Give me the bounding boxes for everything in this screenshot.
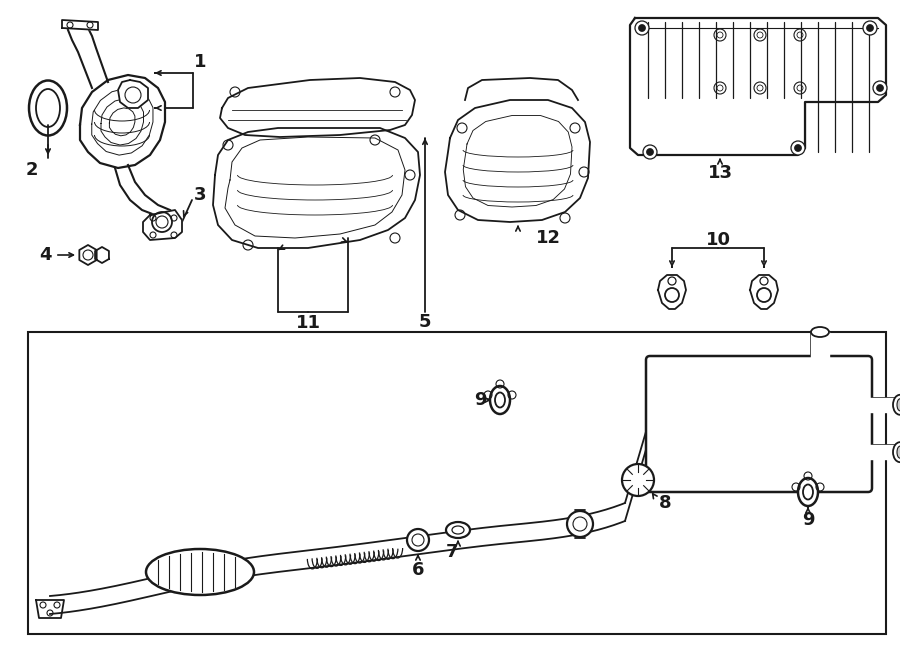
Polygon shape [50, 503, 625, 614]
Polygon shape [445, 100, 590, 222]
Polygon shape [95, 247, 109, 263]
Polygon shape [750, 275, 778, 309]
Ellipse shape [897, 399, 900, 411]
Text: 8: 8 [659, 494, 671, 512]
Bar [28, 332, 886, 634]
Ellipse shape [811, 327, 829, 337]
Text: 10: 10 [706, 231, 731, 249]
Circle shape [643, 145, 657, 159]
Circle shape [795, 144, 802, 152]
Polygon shape [68, 28, 108, 88]
Ellipse shape [798, 478, 818, 506]
Polygon shape [143, 210, 182, 240]
Text: 7: 7 [446, 543, 458, 561]
Ellipse shape [446, 522, 470, 538]
Polygon shape [80, 75, 165, 168]
Circle shape [791, 141, 805, 155]
Polygon shape [115, 165, 170, 215]
Polygon shape [225, 137, 405, 238]
Text: 1: 1 [194, 53, 206, 71]
Text: 9: 9 [802, 511, 814, 529]
Polygon shape [213, 128, 420, 248]
FancyBboxPatch shape [646, 356, 872, 492]
Ellipse shape [146, 549, 254, 595]
Circle shape [622, 464, 654, 496]
Polygon shape [868, 445, 900, 459]
Polygon shape [658, 275, 686, 309]
Text: 5: 5 [418, 313, 431, 331]
Ellipse shape [893, 395, 900, 415]
Text: 9: 9 [473, 391, 486, 409]
Text: 13: 13 [707, 164, 733, 182]
Polygon shape [630, 18, 886, 155]
Polygon shape [36, 600, 64, 618]
Circle shape [635, 21, 649, 35]
Circle shape [567, 511, 593, 537]
Text: 3: 3 [194, 186, 206, 204]
Polygon shape [118, 80, 148, 108]
Text: 6: 6 [412, 561, 424, 579]
Polygon shape [868, 398, 900, 412]
Circle shape [863, 21, 877, 35]
Polygon shape [79, 245, 96, 265]
Circle shape [867, 24, 874, 32]
Circle shape [646, 148, 653, 156]
Circle shape [873, 81, 887, 95]
Text: 4: 4 [39, 246, 51, 264]
Text: 12: 12 [536, 229, 561, 247]
Circle shape [407, 529, 429, 551]
Polygon shape [811, 332, 829, 360]
Polygon shape [220, 78, 415, 137]
Text: 2: 2 [26, 161, 38, 179]
Polygon shape [62, 20, 98, 30]
Ellipse shape [893, 442, 900, 462]
Text: 11: 11 [295, 314, 320, 332]
Circle shape [638, 24, 645, 32]
Circle shape [877, 85, 884, 91]
Ellipse shape [490, 386, 510, 414]
Ellipse shape [897, 446, 900, 458]
